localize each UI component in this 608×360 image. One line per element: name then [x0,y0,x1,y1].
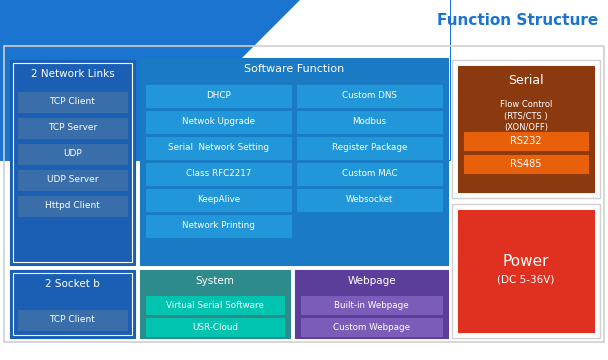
FancyBboxPatch shape [140,270,290,338]
FancyBboxPatch shape [301,318,442,336]
FancyBboxPatch shape [146,137,291,159]
Text: Websocket: Websocket [346,195,393,204]
FancyBboxPatch shape [10,60,135,265]
FancyBboxPatch shape [301,296,442,314]
Text: Modbus: Modbus [353,117,387,126]
Text: Virtual Serial Software: Virtual Serial Software [166,301,264,310]
FancyBboxPatch shape [18,196,127,216]
FancyBboxPatch shape [146,85,291,107]
Text: Power: Power [503,253,549,269]
FancyBboxPatch shape [297,111,442,133]
Polygon shape [140,0,450,160]
FancyBboxPatch shape [295,270,448,338]
FancyBboxPatch shape [10,270,135,338]
FancyBboxPatch shape [458,210,594,332]
Text: Network Printing: Network Printing [182,221,255,230]
Text: (DC 5-36V): (DC 5-36V) [497,274,554,284]
FancyBboxPatch shape [146,163,291,185]
Text: Class RFC2217: Class RFC2217 [186,170,251,179]
Text: Netwok Upgrade: Netwok Upgrade [182,117,255,126]
Text: RS232: RS232 [510,136,542,146]
FancyBboxPatch shape [18,144,127,164]
FancyBboxPatch shape [146,318,284,336]
FancyBboxPatch shape [297,137,442,159]
Text: DHCP: DHCP [206,91,231,100]
Text: 2 Network Links: 2 Network Links [30,69,114,79]
Text: Custom MAC: Custom MAC [342,170,397,179]
Text: 2 Socket b: 2 Socket b [45,279,100,289]
FancyBboxPatch shape [0,0,450,160]
FancyBboxPatch shape [140,58,448,265]
Text: Register Package: Register Package [332,144,407,153]
Text: UDP: UDP [63,149,82,158]
FancyBboxPatch shape [18,92,127,112]
FancyBboxPatch shape [464,155,588,173]
FancyBboxPatch shape [18,170,127,190]
Text: TCP Client: TCP Client [50,315,95,324]
Text: RS485: RS485 [510,159,542,169]
Text: Serial  Network Setting: Serial Network Setting [168,144,269,153]
Text: Function Structure: Function Structure [437,13,598,28]
Text: Software Function: Software Function [244,64,344,74]
Text: Custom DNS: Custom DNS [342,91,397,100]
FancyBboxPatch shape [18,118,127,138]
Text: TCP Server: TCP Server [48,123,97,132]
Text: Webpage: Webpage [347,276,396,286]
FancyBboxPatch shape [18,310,127,330]
FancyBboxPatch shape [146,296,284,314]
Text: UDP Server: UDP Server [47,175,98,184]
Text: System: System [196,276,235,286]
Text: Serial: Serial [508,73,544,86]
FancyBboxPatch shape [297,189,442,211]
FancyBboxPatch shape [464,132,588,150]
Text: USR-Cloud: USR-Cloud [192,323,238,332]
FancyBboxPatch shape [452,60,600,198]
FancyBboxPatch shape [146,111,291,133]
Text: Flow Control
(RTS/CTS )
(XON/OFF): Flow Control (RTS/CTS ) (XON/OFF) [500,100,552,132]
Text: KeepAlive: KeepAlive [197,195,240,204]
FancyBboxPatch shape [146,215,291,237]
Text: Custom Webpage: Custom Webpage [333,323,410,332]
FancyBboxPatch shape [146,189,291,211]
FancyBboxPatch shape [458,66,594,192]
FancyBboxPatch shape [297,163,442,185]
Text: Built-in Webpage: Built-in Webpage [334,301,409,310]
FancyBboxPatch shape [297,85,442,107]
Text: Httpd Client: Httpd Client [45,202,100,211]
FancyBboxPatch shape [452,204,600,338]
Text: TCP Client: TCP Client [50,98,95,107]
